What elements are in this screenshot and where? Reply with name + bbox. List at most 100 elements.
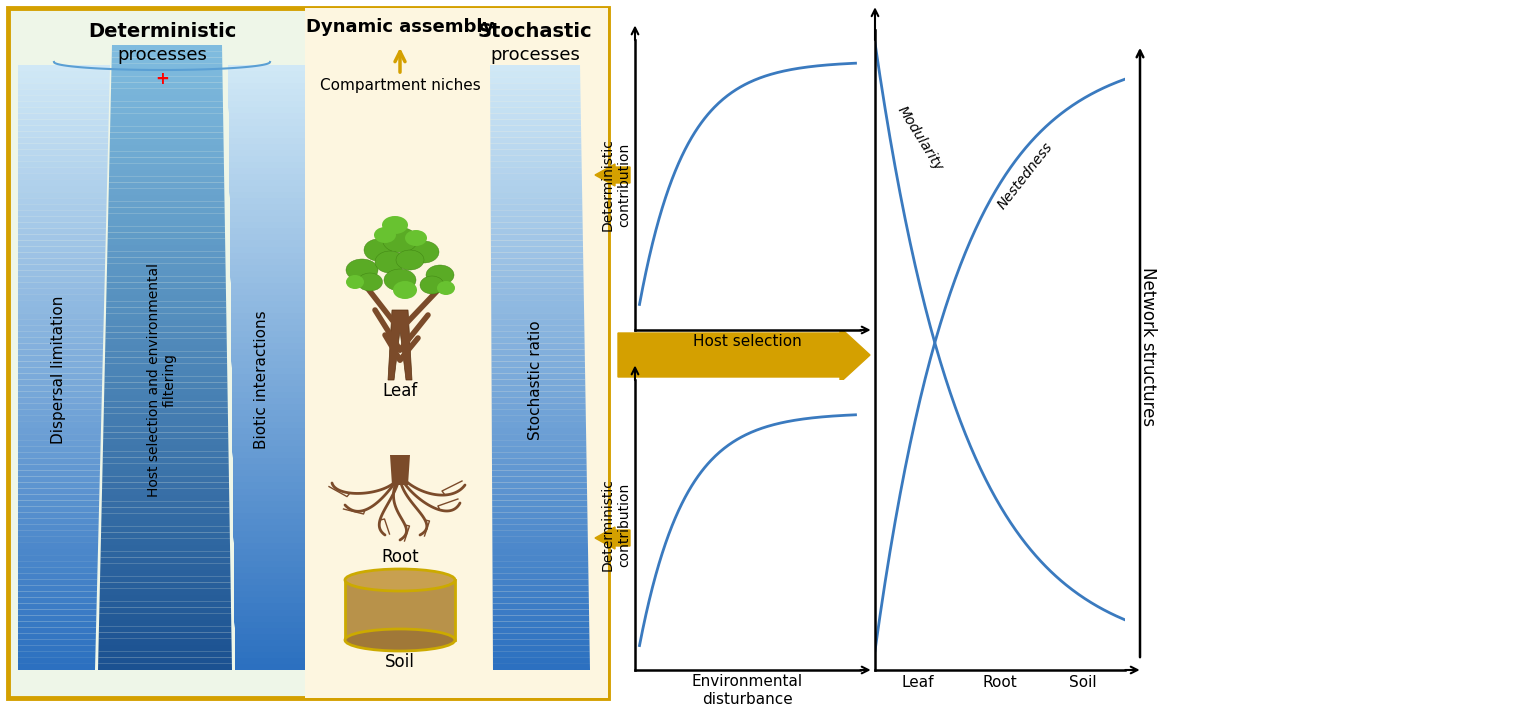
Ellipse shape <box>345 259 378 281</box>
Polygon shape <box>98 645 232 651</box>
Polygon shape <box>491 210 582 216</box>
Polygon shape <box>111 114 223 120</box>
Polygon shape <box>18 271 104 276</box>
Polygon shape <box>111 107 223 114</box>
Polygon shape <box>18 119 109 126</box>
Polygon shape <box>493 519 588 525</box>
Polygon shape <box>232 398 305 404</box>
Ellipse shape <box>384 269 416 291</box>
Polygon shape <box>230 271 305 276</box>
Polygon shape <box>112 57 223 64</box>
Polygon shape <box>101 520 230 526</box>
Polygon shape <box>109 207 224 214</box>
Polygon shape <box>98 620 232 626</box>
Polygon shape <box>109 182 224 189</box>
Polygon shape <box>230 325 305 331</box>
Polygon shape <box>18 373 103 380</box>
Ellipse shape <box>345 629 454 651</box>
Polygon shape <box>18 295 104 301</box>
Polygon shape <box>18 470 100 477</box>
Text: +: + <box>155 70 169 88</box>
Polygon shape <box>98 638 232 645</box>
Polygon shape <box>18 344 103 349</box>
Polygon shape <box>233 543 305 549</box>
Polygon shape <box>109 176 224 182</box>
Bar <box>8 8 608 698</box>
Polygon shape <box>493 567 588 573</box>
Polygon shape <box>490 101 580 107</box>
Polygon shape <box>229 126 305 132</box>
Polygon shape <box>232 385 305 392</box>
Polygon shape <box>233 573 305 579</box>
Polygon shape <box>101 539 230 545</box>
Polygon shape <box>233 579 305 585</box>
Polygon shape <box>491 373 585 380</box>
Polygon shape <box>100 551 230 558</box>
Text: Deterministic: Deterministic <box>87 22 236 41</box>
Polygon shape <box>18 95 109 101</box>
Polygon shape <box>98 664 232 670</box>
Text: Compartment niches: Compartment niches <box>319 78 480 93</box>
Polygon shape <box>232 344 305 349</box>
Polygon shape <box>18 537 98 543</box>
Polygon shape <box>491 398 585 404</box>
Polygon shape <box>233 495 305 501</box>
Polygon shape <box>111 89 223 95</box>
Polygon shape <box>232 349 305 356</box>
Ellipse shape <box>358 273 382 291</box>
Polygon shape <box>491 240 583 247</box>
Polygon shape <box>18 301 104 307</box>
Polygon shape <box>491 337 585 344</box>
Polygon shape <box>493 531 588 537</box>
Polygon shape <box>106 295 226 301</box>
Polygon shape <box>493 628 589 633</box>
Polygon shape <box>109 151 224 158</box>
Polygon shape <box>103 445 229 451</box>
Polygon shape <box>229 144 305 150</box>
Polygon shape <box>491 422 586 428</box>
Polygon shape <box>235 658 305 664</box>
Polygon shape <box>491 247 583 252</box>
Polygon shape <box>491 319 585 325</box>
Polygon shape <box>18 458 100 464</box>
Polygon shape <box>232 331 305 337</box>
Text: Stochastic ratio: Stochastic ratio <box>528 320 542 440</box>
Polygon shape <box>493 561 588 567</box>
Polygon shape <box>104 389 227 395</box>
Polygon shape <box>18 609 97 616</box>
Text: Soil: Soil <box>385 653 414 671</box>
Polygon shape <box>229 119 305 126</box>
Polygon shape <box>233 561 305 567</box>
Polygon shape <box>232 416 305 422</box>
Polygon shape <box>230 319 305 325</box>
Polygon shape <box>18 331 103 337</box>
Polygon shape <box>230 235 305 240</box>
Polygon shape <box>493 501 588 507</box>
Polygon shape <box>490 65 580 71</box>
Polygon shape <box>233 464 305 470</box>
Polygon shape <box>230 307 305 313</box>
Polygon shape <box>107 264 226 270</box>
Polygon shape <box>18 264 104 271</box>
Text: processes: processes <box>117 46 207 64</box>
Polygon shape <box>18 89 109 95</box>
Text: Nestedness: Nestedness <box>995 140 1056 212</box>
Polygon shape <box>490 119 582 126</box>
Polygon shape <box>112 64 223 70</box>
Polygon shape <box>18 192 107 198</box>
Polygon shape <box>18 283 104 289</box>
Polygon shape <box>18 235 106 240</box>
Polygon shape <box>235 633 305 640</box>
Polygon shape <box>493 652 589 658</box>
Polygon shape <box>18 71 111 77</box>
Polygon shape <box>106 326 227 332</box>
Polygon shape <box>493 621 589 628</box>
Polygon shape <box>18 440 101 446</box>
Polygon shape <box>100 589 230 595</box>
Text: Stochastic: Stochastic <box>477 22 593 41</box>
Polygon shape <box>18 392 101 398</box>
Polygon shape <box>18 525 98 531</box>
Polygon shape <box>493 579 588 585</box>
Polygon shape <box>18 604 97 609</box>
Polygon shape <box>493 585 589 591</box>
